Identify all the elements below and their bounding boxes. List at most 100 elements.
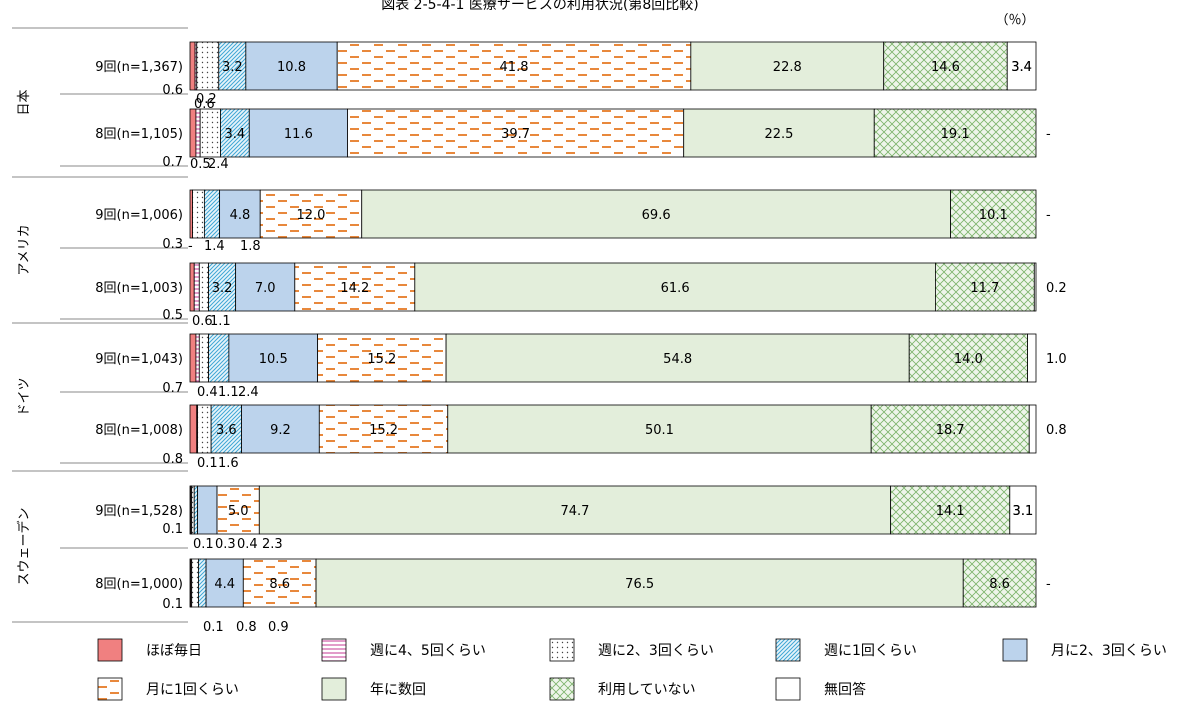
data-label: 0.5 [190, 157, 211, 172]
bar-segment [361, 189, 951, 239]
legend-swatch [321, 638, 347, 662]
bar-segment [1033, 262, 1037, 312]
bar-segment [195, 333, 200, 383]
data-label: 2.4 [208, 157, 229, 172]
country-label: スウェーデン [16, 507, 32, 585]
data-label: 10.1 [979, 208, 1008, 223]
legend-label: 月に2、3回くらい [1051, 643, 1167, 659]
data-label: 14.6 [931, 60, 960, 75]
bar-segment [189, 404, 198, 454]
data-label: 4.4 [214, 577, 235, 592]
data-label: 1.1 [218, 385, 239, 400]
row-label: 8回(n=1,000) [95, 577, 183, 592]
data-label: - [188, 239, 193, 254]
country-label: 日本 [17, 89, 32, 115]
bar-segment [245, 41, 338, 91]
legend-swatch [321, 677, 347, 701]
bar-segment [208, 333, 230, 383]
bar-segment [216, 485, 260, 535]
legend-swatch [97, 677, 123, 701]
bar-segment [228, 333, 319, 383]
chart-title: 図表 2-5-4-1 医療サービスの利用状況(第8回比較) [381, 0, 699, 13]
row-label: 9回(n=1,367) [95, 60, 183, 75]
bar-segment [690, 41, 885, 91]
bar-segment [205, 558, 244, 608]
data-label: 0.8 [162, 452, 183, 467]
unit-label: （％） [995, 13, 1034, 28]
data-label: 9.2 [270, 423, 291, 438]
data-label: 0.3 [162, 237, 183, 252]
data-label: 0.6 [194, 97, 215, 112]
bar-segment [191, 558, 199, 608]
data-label: 10.5 [259, 352, 288, 367]
legend-item: 週に1回くらい [775, 638, 917, 662]
legend-item: 無回答 [775, 677, 866, 701]
bar-segment [873, 108, 1037, 158]
legend-item: 月に1回くらい [97, 677, 239, 701]
data-label: 0.7 [162, 155, 183, 170]
data-label: 1.1 [210, 314, 231, 329]
data-label: 14.1 [936, 504, 965, 519]
data-label: 50.1 [645, 423, 674, 438]
bar-segment [248, 108, 348, 158]
bar-segment [414, 262, 936, 312]
data-label: 3.1 [1013, 504, 1034, 519]
data-label: 5.0 [228, 504, 249, 519]
legend-label: 無回答 [824, 681, 866, 698]
bar-segment [198, 333, 209, 383]
legend-swatch [549, 677, 575, 701]
bar-segment [447, 404, 872, 454]
bar-segment [198, 558, 207, 608]
data-label: 0.2 [1046, 281, 1067, 296]
bar-segment [317, 333, 447, 383]
bar-segment [189, 108, 197, 158]
legend-label: 週に2、3回くらい [598, 643, 714, 659]
data-label: 76.5 [625, 577, 654, 592]
legend-swatch [97, 638, 123, 662]
row-label: 8回(n=1,105) [95, 127, 183, 142]
data-label: 22.5 [765, 127, 794, 142]
data-label: 3.1 [1013, 504, 1034, 519]
data-label: 1.8 [240, 239, 261, 254]
bar-segment [683, 108, 875, 158]
data-label: 2.4 [238, 385, 259, 400]
data-label: 4.8 [230, 208, 251, 223]
country-label: アメリカ [17, 224, 32, 275]
bar-segment [196, 41, 220, 91]
legend-item: 週に4、5回くらい [321, 638, 486, 662]
bar-segment [242, 558, 317, 608]
row-label: 8回(n=1,003) [95, 281, 183, 296]
bar-segment [189, 333, 197, 383]
bar-row: 9回(n=1,367) 3.2 10.8 41.8 22.8 14.6 3.40.60.60… [95, 41, 1037, 112]
legend-swatch [775, 638, 801, 662]
legend-label: ほぼ毎日 [146, 643, 202, 659]
legend-swatch [775, 677, 801, 701]
bar-segment [1009, 485, 1037, 535]
bar-segment [192, 189, 205, 239]
data-label: 0.6 [162, 83, 183, 98]
legend-swatch [1002, 638, 1028, 662]
data-label: 69.6 [642, 208, 671, 223]
legend-item: 週に2、3回くらい [549, 638, 714, 662]
data-label: 10.8 [277, 60, 306, 75]
data-label: 39.7 [501, 127, 530, 142]
data-label: 11.7 [970, 281, 999, 296]
bar-segment [203, 189, 221, 239]
bar-segment [210, 404, 242, 454]
bar-segment [235, 262, 296, 312]
data-label: 0.4 [197, 385, 218, 400]
data-label: 61.6 [661, 281, 690, 296]
country-label: ドイツ [17, 377, 32, 416]
bar-segment [197, 485, 218, 535]
bar-segment [908, 333, 1028, 383]
data-label: 0.5 [162, 308, 183, 323]
bar-segment [883, 41, 1008, 91]
data-label: 54.8 [663, 352, 692, 367]
data-label: 8.6 [269, 577, 290, 592]
bar-segment [336, 41, 692, 91]
bar-segment [294, 262, 416, 312]
bar-row: 9回(n=1,528) 5.0 74.7 14.1 3.10.10.1 0.3 0.4 2.3… [95, 485, 1037, 552]
data-label: 0.1 [193, 537, 214, 552]
bar-segment [890, 485, 1011, 535]
bar-segment [189, 41, 196, 91]
